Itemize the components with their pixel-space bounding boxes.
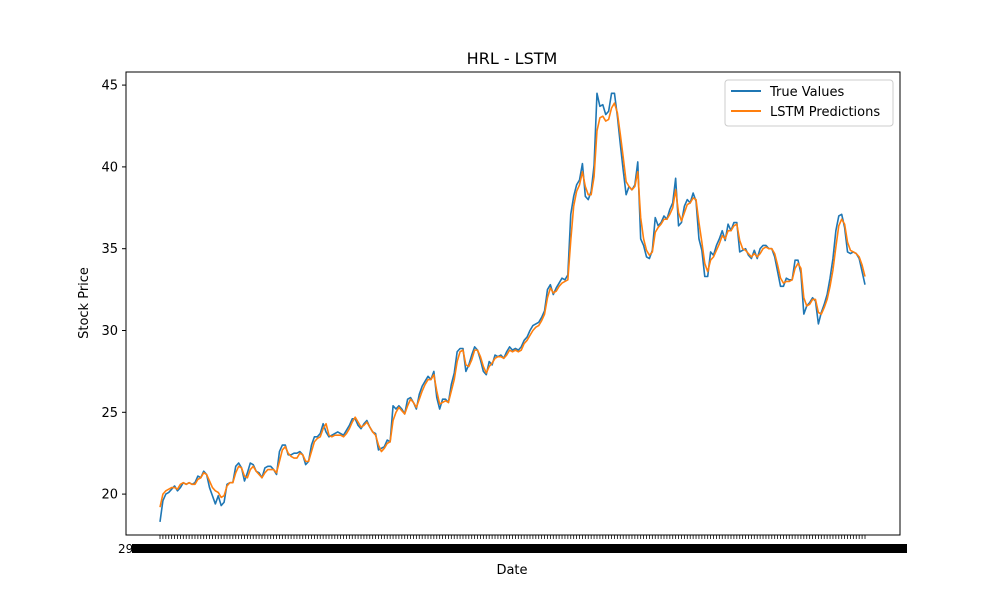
series-layer [159,92,866,523]
series-line-lstm-predictions [159,102,866,508]
y-tick-label: 45 [101,79,118,94]
y-axis-ticks: 20 25 30 35 40 45 [101,79,126,503]
legend-true-values-label: True Values [769,85,844,100]
y-tick-label: 35 [101,242,118,257]
x-tick-label-overlap [132,544,907,553]
plot-frame [125,71,901,536]
y-axis-label: Stock Price [77,267,92,339]
chart-title: HRL - LSTM [467,49,558,68]
x-tick-label-first: 29 [118,542,133,556]
legend-box [724,79,894,127]
y-tick-label: 25 [101,406,118,421]
legend-lstm-predictions-label: LSTM Predictions [770,105,880,120]
x-tick-label-last: 2 [895,542,903,556]
legend: True Values LSTM Predictions [724,79,894,127]
y-tick-label: 40 [101,160,118,175]
y-tick-label: 30 [101,324,118,339]
x-axis-ticks: 29 2 [118,535,907,556]
y-tick-label: 20 [101,488,118,503]
x-axis-label: Date [496,563,527,578]
